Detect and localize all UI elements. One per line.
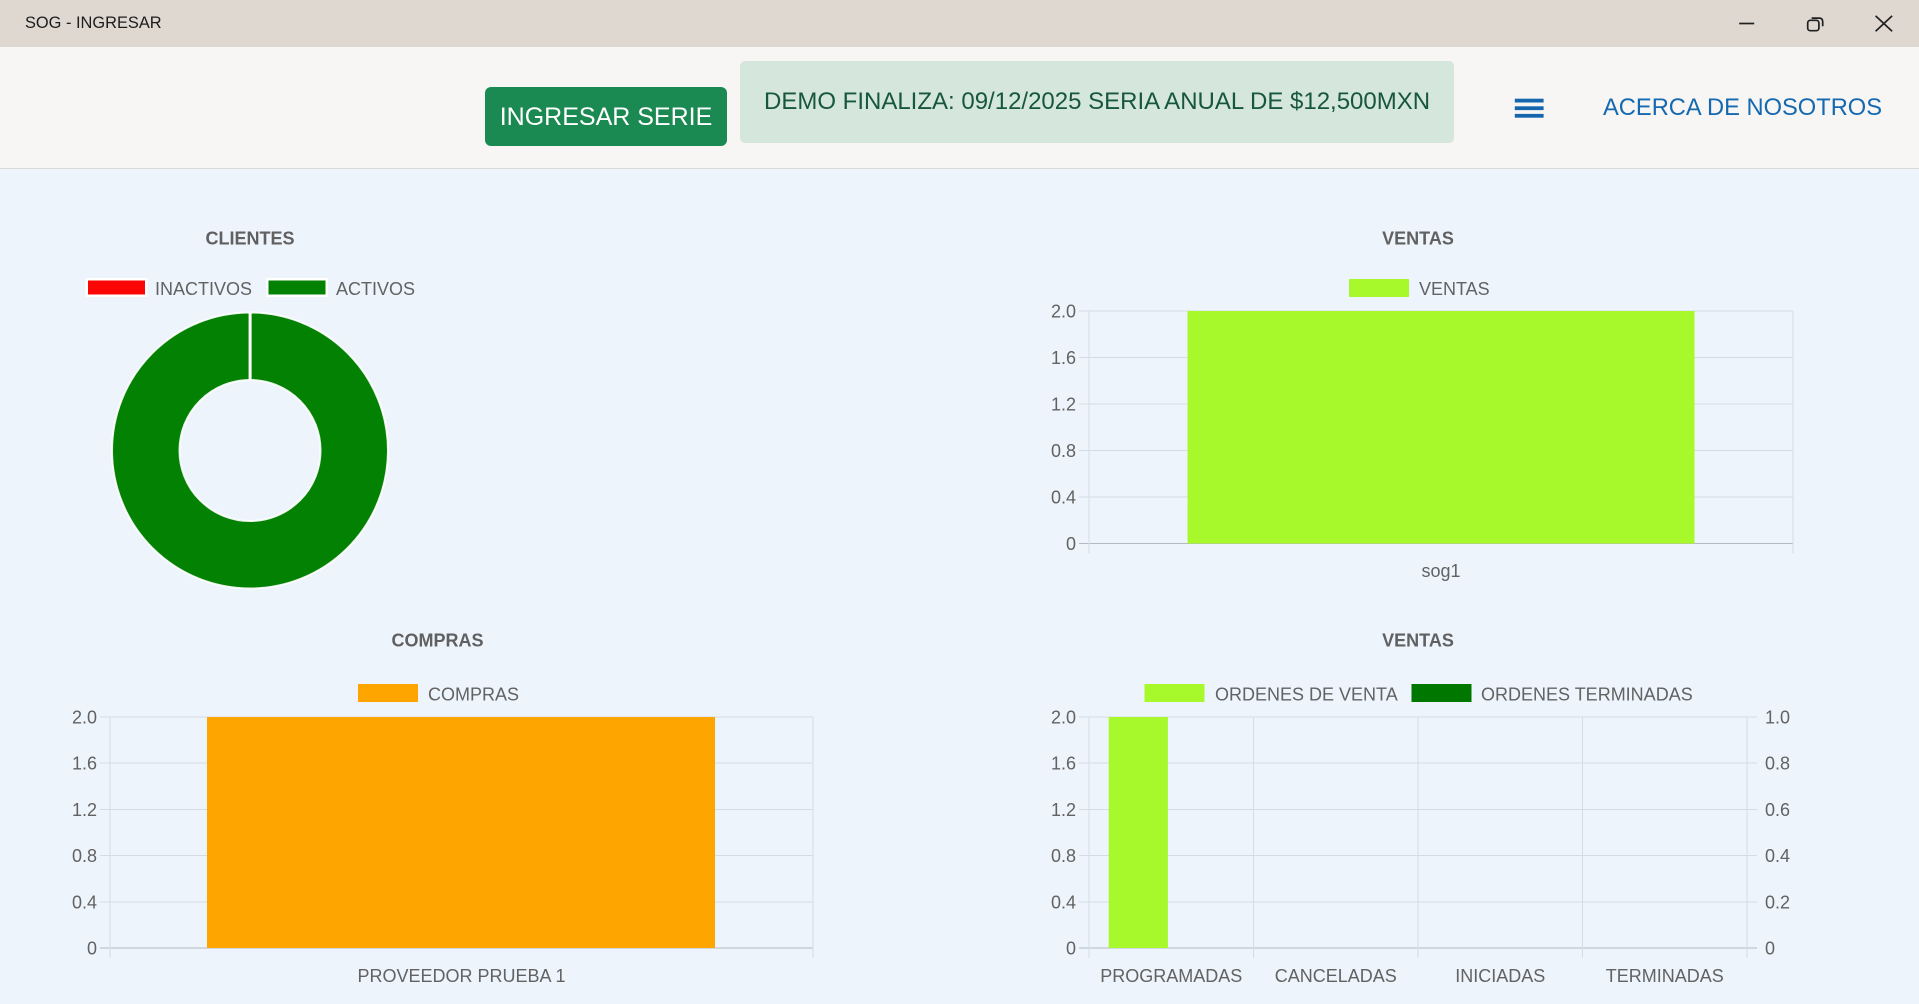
svg-text:ORDENES DE VENTA: ORDENES DE VENTA <box>1215 685 1398 705</box>
svg-text:VENTAS: VENTAS <box>1382 229 1454 249</box>
svg-text:INICIADAS: INICIADAS <box>1455 966 1545 986</box>
svg-text:PROVEEDOR PRUEBA 1: PROVEEDOR PRUEBA 1 <box>357 966 565 986</box>
svg-text:0.6: 0.6 <box>1765 800 1790 820</box>
svg-text:1.6: 1.6 <box>1051 754 1076 774</box>
svg-text:ACTIVOS: ACTIVOS <box>336 279 415 299</box>
svg-text:sog1: sog1 <box>1421 561 1460 581</box>
svg-text:0.8: 0.8 <box>1765 754 1790 774</box>
svg-text:0: 0 <box>1765 939 1775 959</box>
svg-text:TERMINADAS: TERMINADAS <box>1606 966 1724 986</box>
svg-text:VENTAS: VENTAS <box>1419 279 1490 299</box>
svg-text:COMPRAS: COMPRAS <box>428 685 519 705</box>
svg-text:PROGRAMADAS: PROGRAMADAS <box>1100 966 1242 986</box>
svg-text:2.0: 2.0 <box>1051 302 1076 322</box>
svg-text:0.8: 0.8 <box>1051 846 1076 866</box>
svg-text:0: 0 <box>1066 534 1076 554</box>
svg-text:INACTIVOS: INACTIVOS <box>155 279 252 299</box>
svg-text:0.4: 0.4 <box>1051 488 1076 508</box>
svg-text:0.4: 0.4 <box>1051 892 1076 912</box>
svg-text:0.8: 0.8 <box>1051 441 1076 461</box>
svg-text:COMPRAS: COMPRAS <box>391 631 483 651</box>
svg-text:VENTAS: VENTAS <box>1382 631 1454 651</box>
svg-text:0: 0 <box>87 939 97 959</box>
svg-text:CLIENTES: CLIENTES <box>205 229 294 249</box>
svg-text:2.0: 2.0 <box>72 708 97 728</box>
svg-text:1.6: 1.6 <box>1051 348 1076 368</box>
svg-text:0.8: 0.8 <box>72 846 97 866</box>
svg-text:ORDENES TERMINADAS: ORDENES TERMINADAS <box>1481 685 1693 705</box>
svg-text:0: 0 <box>1066 939 1076 959</box>
svg-text:2.0: 2.0 <box>1051 708 1076 728</box>
svg-text:CANCELADAS: CANCELADAS <box>1275 966 1397 986</box>
svg-text:1.2: 1.2 <box>1051 800 1076 820</box>
svg-text:1.2: 1.2 <box>72 800 97 820</box>
svg-text:1.2: 1.2 <box>1051 395 1076 415</box>
svg-text:1.6: 1.6 <box>72 754 97 774</box>
svg-text:1.0: 1.0 <box>1765 708 1790 728</box>
svg-text:0.4: 0.4 <box>1765 846 1790 866</box>
svg-text:0.2: 0.2 <box>1765 892 1790 912</box>
svg-text:0.4: 0.4 <box>72 892 97 912</box>
